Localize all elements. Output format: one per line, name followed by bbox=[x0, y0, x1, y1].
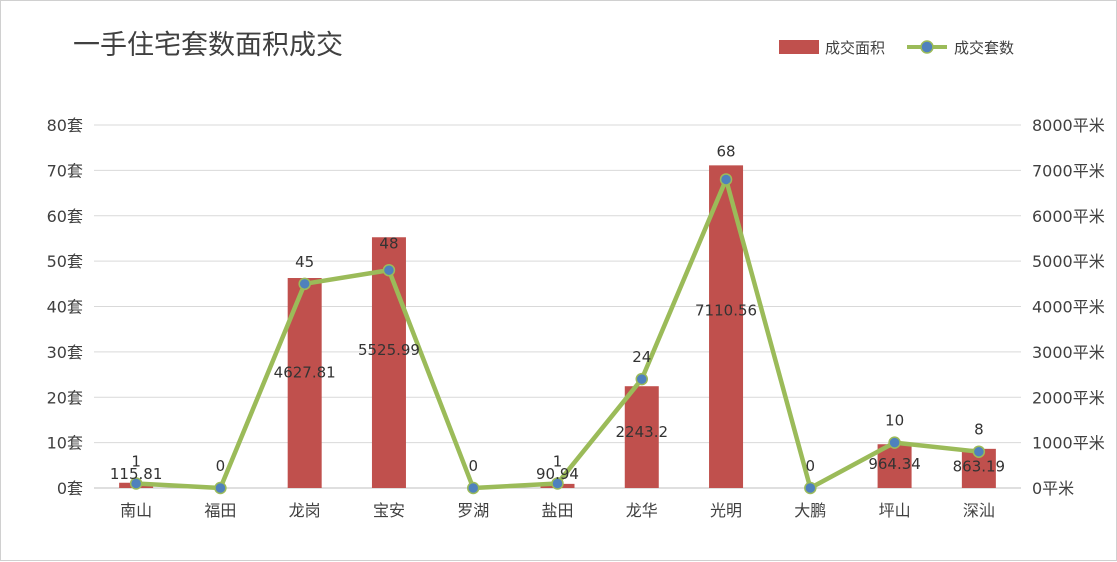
bar-data-label: 964.34 bbox=[868, 455, 921, 473]
category-label: 光明 bbox=[710, 501, 742, 520]
right-tick-label: 4000平米 bbox=[1032, 298, 1105, 317]
series-line bbox=[136, 177, 980, 491]
category-label: 罗湖 bbox=[457, 501, 489, 520]
line-data-label: 0 bbox=[806, 457, 816, 475]
category-label: 坪山 bbox=[879, 501, 911, 520]
bar-data-label: 2243.2 bbox=[616, 423, 669, 441]
line-point bbox=[972, 445, 986, 458]
category-label: 宝安 bbox=[373, 501, 405, 520]
line-point bbox=[719, 173, 733, 186]
category-label: 龙岗 bbox=[289, 501, 321, 520]
line-data-label: 24 bbox=[632, 348, 651, 366]
right-tick-label: 3000平米 bbox=[1032, 343, 1105, 362]
left-tick-label: 40套 bbox=[47, 298, 83, 317]
line-data-label: 68 bbox=[716, 142, 735, 160]
left-tick-label: 30套 bbox=[47, 343, 83, 362]
line-data-label: 0 bbox=[216, 457, 226, 475]
bar bbox=[371, 237, 406, 488]
line-data-label: 1 bbox=[131, 452, 141, 470]
legend-marker-count bbox=[920, 40, 934, 54]
right-tick-label: 5000平米 bbox=[1032, 252, 1105, 271]
left-tick-label: 60套 bbox=[47, 207, 83, 226]
legend-label-count: 成交套数 bbox=[954, 39, 1014, 57]
category-label: 盐田 bbox=[541, 501, 573, 520]
line-data-label: 0 bbox=[468, 457, 478, 475]
category-label: 大鹏 bbox=[794, 501, 826, 520]
left-tick-label: 0套 bbox=[57, 479, 83, 498]
line-point bbox=[888, 436, 901, 449]
left-axis-ticks: 0套 10套 20套 30套 40套 50套 60套 70套 80套 bbox=[47, 116, 83, 498]
bar-data-label: 7110.56 bbox=[695, 302, 757, 320]
right-tick-label: 8000平米 bbox=[1032, 116, 1105, 135]
right-tick-label: 6000平米 bbox=[1032, 207, 1105, 226]
line-point bbox=[466, 481, 480, 495]
line-point bbox=[551, 477, 564, 490]
bar-data-label: 5525.99 bbox=[358, 341, 420, 359]
left-tick-label: 70套 bbox=[47, 161, 83, 180]
right-tick-label: 1000平米 bbox=[1032, 434, 1105, 453]
line-data-label: 1 bbox=[553, 452, 563, 470]
line-point bbox=[214, 481, 227, 495]
line-point bbox=[635, 372, 649, 386]
bar-series bbox=[119, 165, 996, 488]
line-data-label: 45 bbox=[295, 253, 314, 271]
category-label: 龙华 bbox=[626, 501, 658, 520]
category-labels: 南山 福田 龙岗 宝安 罗湖 盐田 龙华 光明 大鹏 坪山 深汕 bbox=[120, 501, 995, 520]
bar-data-label: 115.81 bbox=[110, 465, 163, 483]
line-series bbox=[129, 173, 986, 495]
line-data-label: 10 bbox=[885, 412, 904, 430]
line-point bbox=[298, 277, 311, 291]
line-point bbox=[129, 477, 143, 490]
bar-data-label: 4627.81 bbox=[274, 364, 336, 382]
left-tick-label: 20套 bbox=[47, 388, 83, 407]
bar bbox=[877, 444, 912, 488]
bar bbox=[709, 165, 744, 488]
left-tick-label: 80套 bbox=[47, 116, 83, 135]
line-point bbox=[804, 481, 817, 495]
data-labels: 115.81 4627.81 5525.99 90.94 2243.2 7110.56 96… bbox=[110, 142, 1005, 483]
category-label: 深汕 bbox=[963, 501, 995, 520]
legend-swatch-area bbox=[779, 40, 819, 54]
bar-data-label: 863.19 bbox=[953, 457, 1006, 475]
category-label: 南山 bbox=[120, 501, 152, 520]
line-data-label: 8 bbox=[974, 421, 984, 439]
legend-label-area: 成交面积 bbox=[825, 39, 885, 57]
left-tick-label: 10套 bbox=[47, 434, 83, 453]
left-tick-label: 50套 bbox=[47, 252, 83, 271]
legend: 成交面积 成交套数 bbox=[779, 39, 1014, 57]
category-label: 福田 bbox=[204, 501, 236, 520]
gridlines bbox=[94, 124, 1021, 489]
bar-data-label: 90.94 bbox=[536, 465, 579, 483]
right-axis-ticks: 0平米 1000平米 2000平米 3000平米 4000平米 5000平米 6000平米 7… bbox=[1032, 116, 1105, 498]
right-tick-label: 7000平米 bbox=[1032, 161, 1105, 180]
line-point bbox=[382, 263, 396, 277]
bar bbox=[624, 386, 659, 488]
line-data-label: 48 bbox=[379, 234, 398, 252]
chart-title: 一手住宅套数面积成交 bbox=[73, 30, 343, 61]
right-tick-label: 2000平米 bbox=[1032, 388, 1105, 407]
right-tick-label: 0平米 bbox=[1032, 479, 1074, 498]
